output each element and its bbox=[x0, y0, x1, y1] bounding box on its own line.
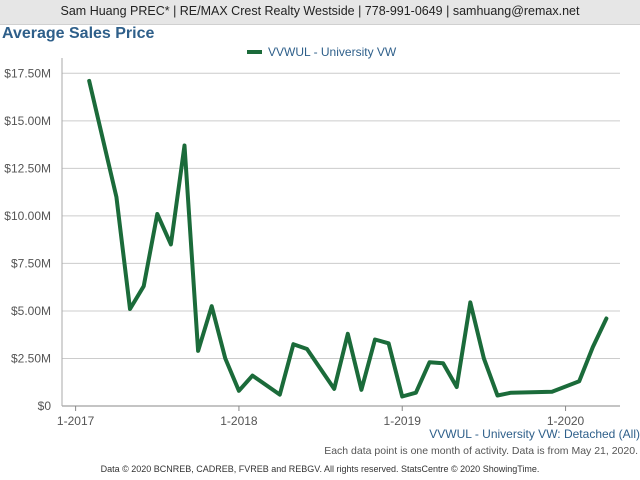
y-tick-label: $12.50M bbox=[4, 161, 51, 175]
y-tick-label: $7.50M bbox=[11, 256, 51, 270]
x-tick-label: 1-2020 bbox=[547, 414, 585, 428]
y-tick-label: $5.00M bbox=[11, 304, 51, 318]
x-tick-label: 1-2018 bbox=[220, 414, 258, 428]
y-tick-label: $2.50M bbox=[11, 351, 51, 365]
y-tick-label: $10.00M bbox=[4, 209, 51, 223]
copyright-footer: Data © 2020 BCNREB, CADREB, FVREB and RE… bbox=[100, 464, 540, 474]
header-contact-text: Sam Huang PREC* | RE/MAX Crest Realty We… bbox=[60, 4, 580, 18]
header-bar: Sam Huang PREC* | RE/MAX Crest Realty We… bbox=[0, 0, 640, 25]
y-tick-label: $0 bbox=[38, 399, 52, 413]
x-tick-label: 1-2019 bbox=[384, 414, 422, 428]
data-note: Each data point is one month of activity… bbox=[324, 445, 638, 457]
y-tick-label: $17.50M bbox=[4, 66, 51, 80]
chart-title: Average Sales Price bbox=[2, 25, 155, 42]
y-tick-label: $15.00M bbox=[4, 114, 51, 128]
series-line bbox=[87, 78, 609, 399]
series-caption: VVWUL - University VW: Detached (All) bbox=[429, 427, 640, 441]
legend-label: VVWUL - University VW bbox=[268, 45, 397, 59]
x-tick-label: 1-2017 bbox=[57, 414, 95, 428]
